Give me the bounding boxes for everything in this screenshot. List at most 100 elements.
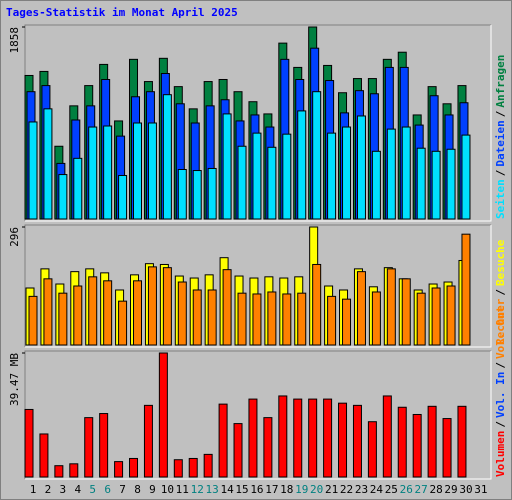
x-tick-label: 1: [30, 483, 37, 496]
bar: [267, 291, 277, 346]
bar: [338, 402, 348, 478]
x-tick-label: 15: [235, 483, 248, 496]
bar: [327, 295, 337, 346]
x-tick-label: 20: [310, 483, 323, 496]
bar: [158, 352, 168, 478]
x-tick-label: 18: [280, 483, 293, 496]
bar: [327, 132, 337, 220]
bar: [252, 293, 262, 346]
bar: [237, 292, 247, 346]
legend-entry: Seiten: [494, 179, 507, 219]
panel-light: [25, 351, 492, 480]
x-tick-label: 21: [325, 483, 338, 496]
bar: [237, 145, 247, 220]
legend: Seiten / Dateien / Anfragen: [494, 55, 507, 219]
bar: [282, 133, 292, 220]
bar: [397, 406, 407, 478]
y-tick-label: 296: [8, 227, 21, 247]
bar: [58, 292, 68, 346]
legend-separator: /: [494, 421, 507, 428]
bar: [207, 167, 217, 220]
x-tick-label: 28: [429, 483, 442, 496]
bar: [118, 174, 128, 220]
x-tick-label: 26: [400, 483, 413, 496]
bar: [293, 398, 303, 478]
bar: [342, 298, 352, 346]
legend: Rechner / Besuche: [494, 239, 507, 345]
panel-light: [25, 225, 492, 348]
bar: [143, 404, 153, 478]
x-tick-label: 23: [355, 483, 368, 496]
bar: [386, 128, 396, 220]
bar: [114, 461, 124, 478]
x-tick-label: 24: [370, 483, 384, 496]
bar: [207, 289, 217, 346]
bar: [461, 134, 471, 220]
legend-entry: Vol. Out: [494, 306, 507, 359]
panel-light: [25, 25, 492, 222]
x-tick-label: 19: [295, 483, 308, 496]
bar: [323, 398, 333, 478]
bar: [401, 278, 411, 346]
bar: [84, 417, 94, 478]
bar: [371, 150, 381, 220]
bar: [278, 395, 288, 478]
bar: [133, 122, 143, 220]
bar: [312, 91, 322, 220]
legend-entry: Anfragen: [494, 55, 507, 108]
legend-separator: /: [494, 110, 507, 117]
bar: [263, 417, 273, 478]
x-tick-label: 2: [45, 483, 52, 496]
x-tick-label: 5: [89, 483, 96, 496]
legend-separator: /: [494, 362, 507, 369]
bar: [162, 94, 172, 220]
bar: [382, 395, 392, 478]
bar: [188, 457, 198, 478]
bar: [39, 433, 49, 478]
x-tick-label: 11: [176, 483, 189, 496]
bar: [43, 108, 53, 220]
bar: [43, 278, 53, 346]
x-tick-label: 10: [161, 483, 174, 496]
panel-shadow: [24, 224, 491, 347]
bar: [352, 404, 362, 478]
bar: [371, 291, 381, 346]
bar: [446, 285, 456, 346]
x-tick-label: 17: [265, 483, 278, 496]
bar: [342, 126, 352, 220]
bar: [416, 292, 426, 346]
bar: [103, 125, 113, 220]
y-tick-label: 39.47 MB: [8, 353, 21, 406]
legend: Volumen / Vol. In / Vol. Out: [494, 306, 507, 477]
bar: [173, 459, 183, 478]
bar: [88, 276, 98, 346]
bar: [192, 289, 202, 346]
chart-title: Tages-Statistik im Monat April 2025: [6, 6, 238, 19]
bar: [222, 269, 232, 346]
legend-entry: Volumen: [494, 431, 507, 477]
x-tick-label: 12: [191, 483, 204, 496]
bar: [356, 115, 366, 220]
x-tick-label: 9: [149, 483, 156, 496]
bar: [147, 122, 157, 220]
x-tick-label: 13: [206, 483, 219, 496]
bar: [73, 285, 83, 346]
x-tick-label: 14: [220, 483, 234, 496]
bar: [416, 147, 426, 220]
bar: [431, 150, 441, 220]
bar: [297, 110, 307, 220]
bar: [386, 268, 396, 346]
x-tick-label: 25: [385, 483, 398, 496]
legend-separator: /: [494, 169, 507, 176]
x-tick-label: 7: [119, 483, 126, 496]
bar: [24, 408, 34, 478]
legend-entry: Vol. In: [494, 372, 507, 418]
bar: [461, 233, 471, 346]
x-tick-label: 4: [74, 483, 81, 496]
x-tick-label: 6: [104, 483, 111, 496]
x-tick-label: 16: [250, 483, 263, 496]
bar: [177, 281, 187, 346]
x-tick-label: 3: [60, 483, 67, 496]
bar: [133, 280, 143, 346]
legend-separator: /: [494, 289, 507, 296]
